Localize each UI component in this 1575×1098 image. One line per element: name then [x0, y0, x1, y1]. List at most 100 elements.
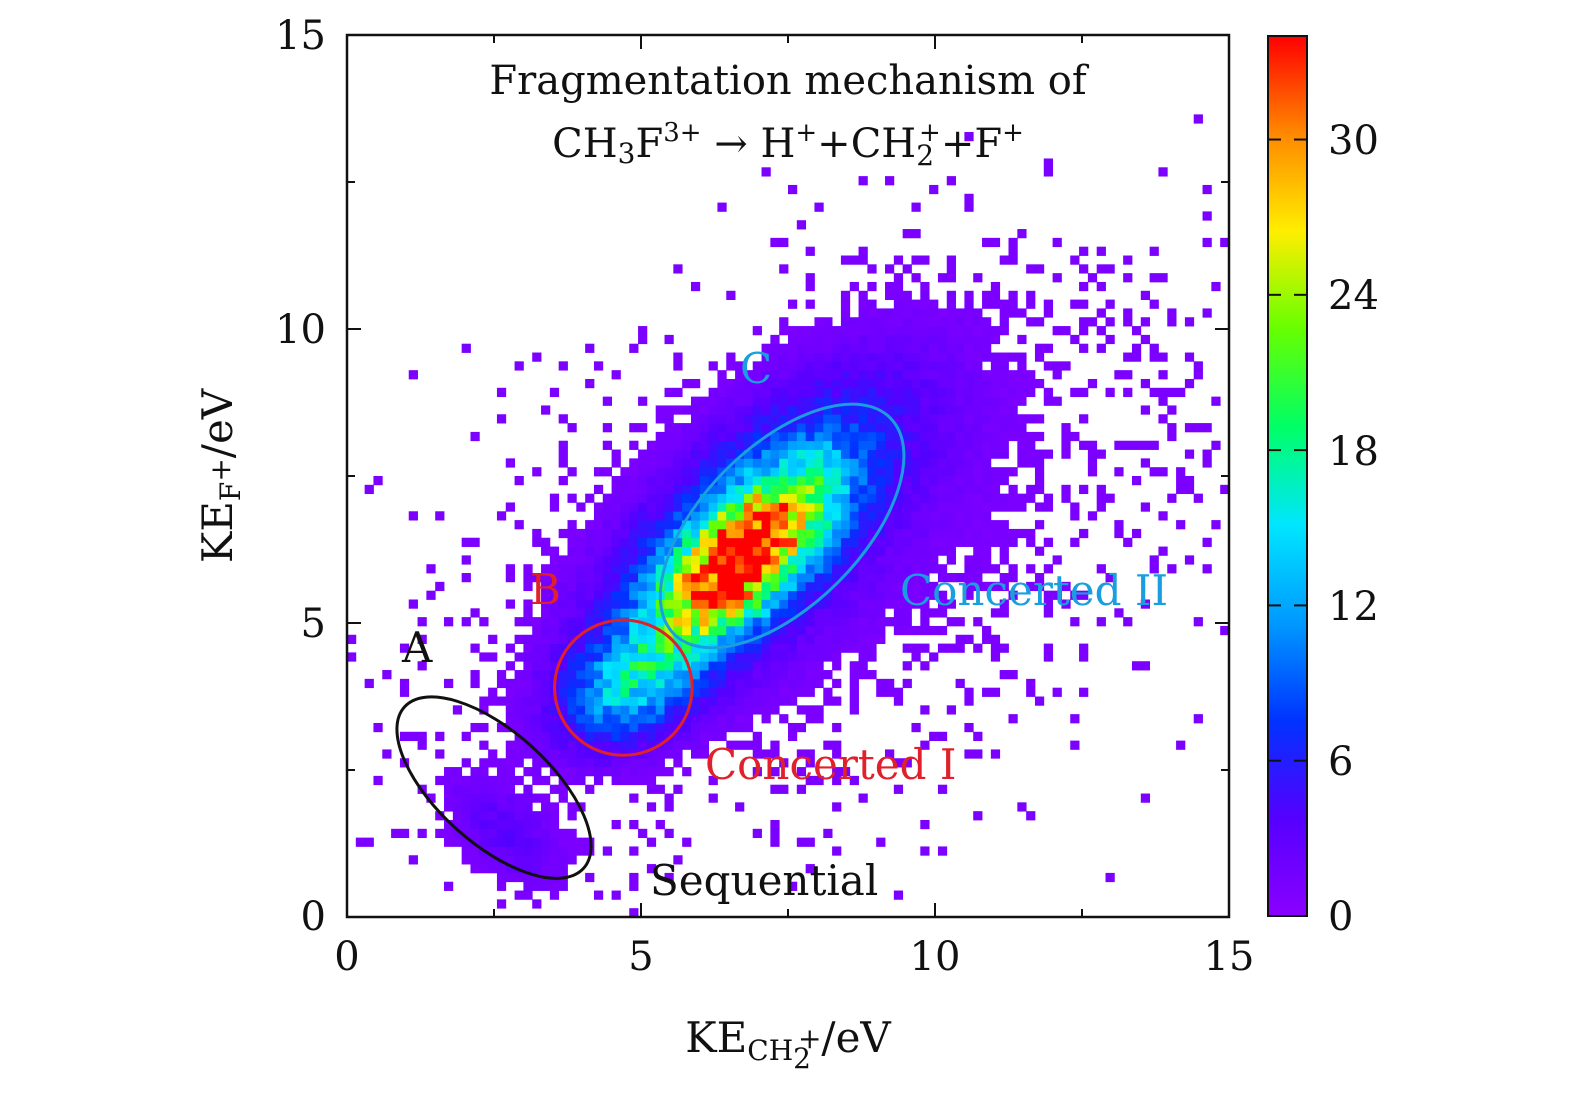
heatmap-cell [937, 643, 948, 653]
heatmap-cell [673, 617, 683, 627]
heatmap-cell [1061, 361, 1071, 371]
heatmap-cell [629, 643, 639, 653]
heatmap-cell [885, 370, 895, 380]
heatmap-cell [1167, 317, 1177, 327]
heatmap-cell [788, 431, 798, 442]
heatmap-cell [779, 440, 789, 450]
heatmap-cell [814, 599, 824, 609]
heatmap-cell [382, 670, 392, 680]
heatmap-cell [611, 731, 621, 741]
heatmap-cell [973, 643, 983, 653]
heatmap-cell [1008, 414, 1018, 424]
heatmap-cell [832, 643, 842, 653]
heatmap-cell [955, 528, 965, 539]
heatmap-cell [743, 573, 754, 583]
heatmap-cell [717, 678, 727, 689]
heatmap-cell [814, 520, 824, 530]
heatmap-cell [796, 449, 807, 459]
heatmap-cell [664, 484, 674, 495]
heatmap-cell [849, 643, 859, 653]
heatmap-cell [867, 520, 877, 530]
heatmap-cell [690, 467, 701, 477]
heatmap-cell [638, 661, 648, 671]
heatmap-cell [761, 546, 771, 556]
heatmap-cell [832, 652, 842, 662]
heatmap-cell [611, 661, 621, 671]
heatmap-cell [417, 661, 427, 671]
heatmap-cell [973, 387, 983, 398]
y-tick-label: 0 [301, 894, 326, 940]
heatmap-cell [611, 714, 621, 724]
heatmap-cell [1131, 343, 1142, 353]
heatmap-cell [1158, 352, 1168, 362]
heatmap-cell [805, 467, 815, 477]
heatmap-cell [1070, 537, 1080, 547]
heatmap-cell [735, 573, 745, 583]
heatmap-cell [541, 564, 551, 574]
heatmap-cell [629, 537, 639, 547]
heatmap-cell [1079, 326, 1089, 336]
heatmap-cell [646, 722, 657, 733]
heatmap-cell [814, 317, 824, 327]
heatmap-cell [849, 573, 859, 583]
heatmap-cell [523, 890, 533, 900]
heatmap-cell [761, 467, 771, 477]
heatmap-cell [805, 458, 815, 468]
heatmap-cell [946, 449, 956, 459]
heatmap-cell [673, 625, 683, 636]
heatmap-cell [876, 476, 886, 486]
heatmap-cell [779, 378, 789, 389]
heatmap-cell [929, 608, 939, 618]
heatmap-cell [717, 502, 727, 512]
heatmap-cell [496, 881, 507, 891]
heatmap-cell [708, 387, 718, 398]
heatmap-cell [496, 670, 507, 680]
heatmap-cell [840, 590, 851, 600]
heatmap-cell [937, 608, 948, 618]
heatmap-cell [849, 564, 859, 574]
heatmap-cell [558, 749, 568, 759]
heatmap-cell [1149, 440, 1159, 450]
heatmap-cell [779, 546, 789, 556]
heatmap-cell [1061, 599, 1071, 609]
heatmap-cell [867, 343, 877, 353]
heatmap-cell [752, 625, 762, 636]
heatmap-cell [629, 625, 639, 636]
heatmap-cell [646, 784, 657, 794]
heatmap-cell [646, 749, 657, 759]
heatmap-cell [920, 255, 930, 265]
heatmap-cell [629, 502, 639, 512]
heatmap-cell [796, 599, 807, 609]
heatmap-cell [699, 528, 710, 539]
heatmap-cell [743, 705, 754, 715]
heatmap-cell [805, 581, 815, 592]
heatmap-cell [496, 899, 507, 909]
heatmap-cell [655, 643, 665, 653]
heatmap-cell [893, 273, 904, 283]
heatmap-cell [1140, 599, 1151, 609]
x-axis-sub-sup: + [798, 1022, 821, 1055]
heatmap-cell [858, 414, 868, 424]
heatmap-cell [576, 617, 586, 627]
heatmap-cell [1008, 308, 1018, 318]
heatmap-cell [1008, 290, 1018, 300]
heatmap-cell [505, 811, 515, 821]
heatmap-cell [496, 722, 507, 733]
heatmap-cell [770, 643, 780, 653]
heatmap-cell [876, 608, 886, 618]
heatmap-cell [796, 414, 807, 424]
heatmap-cell [1052, 273, 1062, 283]
heatmap-cell [496, 387, 507, 398]
heatmap-cell [514, 670, 524, 680]
heatmap-cell [1158, 511, 1168, 521]
heatmap-cell [444, 784, 454, 794]
heatmap-cell [973, 273, 983, 283]
heatmap-cell [541, 705, 551, 715]
heatmap-cell [505, 502, 515, 512]
heatmap-cell [1017, 528, 1027, 539]
heatmap-cell [946, 617, 956, 627]
heatmap-cell [532, 722, 542, 733]
heatmap-cell [990, 405, 1001, 415]
heatmap-cell [788, 361, 798, 371]
heatmap-cell [832, 528, 842, 539]
